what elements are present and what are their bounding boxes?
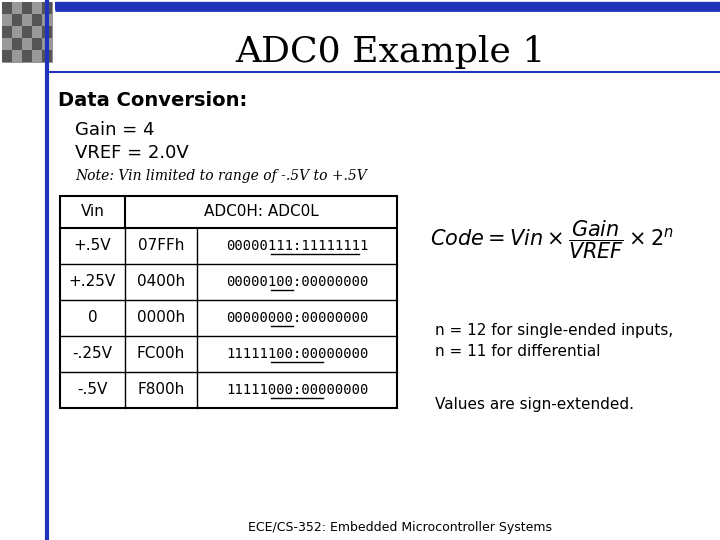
Text: 0: 0 [88, 310, 97, 326]
Text: -.25V: -.25V [73, 347, 112, 361]
Text: Data Conversion:: Data Conversion: [58, 91, 247, 110]
Text: Values are sign-extended.: Values are sign-extended. [435, 397, 634, 413]
Text: 11111000:00000000: 11111000:00000000 [226, 383, 368, 397]
FancyBboxPatch shape [60, 196, 397, 408]
FancyBboxPatch shape [42, 50, 52, 62]
FancyBboxPatch shape [32, 26, 42, 38]
FancyBboxPatch shape [32, 14, 42, 26]
FancyBboxPatch shape [12, 26, 22, 38]
Text: 0400h: 0400h [137, 274, 185, 289]
Text: Gain = 4: Gain = 4 [75, 121, 155, 139]
Text: Note: Vin limited to range of -.5V to +.5V: Note: Vin limited to range of -.5V to +.… [75, 169, 366, 183]
FancyBboxPatch shape [32, 38, 42, 50]
FancyBboxPatch shape [12, 50, 22, 62]
Text: n = 11 for differential: n = 11 for differential [435, 345, 600, 360]
FancyBboxPatch shape [2, 2, 52, 62]
FancyBboxPatch shape [22, 38, 32, 50]
Text: n = 12 for single-ended inputs,: n = 12 for single-ended inputs, [435, 322, 673, 338]
FancyBboxPatch shape [2, 26, 12, 38]
Text: 0000h: 0000h [137, 310, 185, 326]
Text: ADC0H: ADC0L: ADC0H: ADC0L [204, 205, 318, 219]
Text: VREF = 2.0V: VREF = 2.0V [75, 144, 189, 162]
Text: F800h: F800h [138, 382, 184, 397]
FancyBboxPatch shape [12, 14, 22, 26]
FancyBboxPatch shape [12, 2, 22, 14]
FancyBboxPatch shape [42, 2, 52, 14]
FancyBboxPatch shape [22, 50, 32, 62]
FancyBboxPatch shape [32, 50, 42, 62]
FancyBboxPatch shape [22, 2, 32, 14]
Text: FC00h: FC00h [137, 347, 185, 361]
FancyBboxPatch shape [32, 2, 42, 14]
FancyBboxPatch shape [42, 26, 52, 38]
Text: $\mathit{Code} = \mathit{Vin} \times \dfrac{\mathit{Gain}}{\mathit{VREF}} \times: $\mathit{Code} = \mathit{Vin} \times \df… [430, 219, 674, 261]
Text: +.5V: +.5V [73, 239, 112, 253]
Text: Vin: Vin [81, 205, 104, 219]
Text: 07FFh: 07FFh [138, 239, 184, 253]
Text: ECE/CS-352: Embedded Microcontroller Systems: ECE/CS-352: Embedded Microcontroller Sys… [248, 522, 552, 535]
Text: 00000100:00000000: 00000100:00000000 [226, 275, 368, 289]
FancyBboxPatch shape [42, 14, 52, 26]
FancyBboxPatch shape [2, 14, 12, 26]
FancyBboxPatch shape [42, 38, 52, 50]
Text: -.5V: -.5V [77, 382, 108, 397]
FancyBboxPatch shape [12, 38, 22, 50]
FancyBboxPatch shape [2, 2, 12, 14]
FancyBboxPatch shape [2, 38, 12, 50]
Text: ADC0 Example 1: ADC0 Example 1 [235, 35, 545, 69]
Text: 11111100:00000000: 11111100:00000000 [226, 347, 368, 361]
FancyBboxPatch shape [22, 14, 32, 26]
FancyBboxPatch shape [22, 26, 32, 38]
Text: 00000000:00000000: 00000000:00000000 [226, 311, 368, 325]
FancyBboxPatch shape [2, 50, 12, 62]
Text: 00000111:11111111: 00000111:11111111 [226, 239, 368, 253]
Text: +.25V: +.25V [69, 274, 116, 289]
